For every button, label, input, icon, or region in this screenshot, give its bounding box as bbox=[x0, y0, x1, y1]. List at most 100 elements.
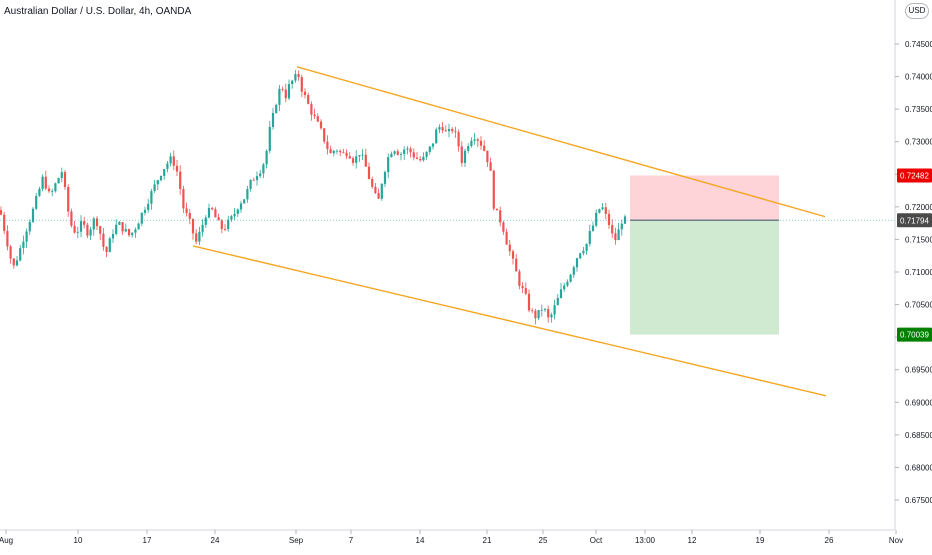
candle-down bbox=[611, 225, 614, 234]
candle-down bbox=[511, 251, 515, 259]
candle-up bbox=[198, 231, 201, 242]
candle-up bbox=[425, 151, 428, 157]
chart-title: Australian Dollar / U.S. Dollar, 4h, OAN… bbox=[4, 6, 192, 17]
candle-up bbox=[332, 150, 335, 154]
candle-up bbox=[447, 128, 451, 132]
candle-down bbox=[534, 310, 537, 319]
candle-up bbox=[159, 175, 163, 181]
candle-down bbox=[217, 217, 220, 221]
candle-down bbox=[307, 95, 310, 104]
candle-down bbox=[86, 224, 89, 236]
candle-down bbox=[489, 162, 492, 171]
y-tick-label: 0.71500 bbox=[905, 235, 932, 244]
x-tick-label: 14 bbox=[416, 536, 425, 545]
candle-up bbox=[201, 224, 204, 232]
candle-up bbox=[169, 156, 172, 164]
candle-down bbox=[211, 207, 214, 210]
candle-up bbox=[118, 222, 121, 225]
candle-up bbox=[137, 223, 140, 230]
candle-up bbox=[556, 297, 559, 306]
candle-down bbox=[316, 116, 319, 122]
candle-down bbox=[457, 132, 460, 147]
candle-down bbox=[521, 285, 524, 289]
candle-up bbox=[595, 212, 598, 226]
x-tick-label: 21 bbox=[483, 536, 492, 545]
candle-up bbox=[563, 285, 566, 290]
candle-up bbox=[275, 104, 278, 113]
candle-up bbox=[399, 154, 403, 155]
candle-up bbox=[124, 229, 127, 232]
candle-down bbox=[412, 152, 415, 158]
candle-up bbox=[361, 154, 364, 156]
candle-down bbox=[73, 225, 76, 233]
candle-down bbox=[454, 131, 457, 133]
candle-up bbox=[559, 289, 563, 298]
candle-down bbox=[479, 140, 483, 146]
candle-down bbox=[105, 246, 108, 253]
candle-down bbox=[195, 233, 198, 242]
candle-down bbox=[527, 293, 531, 311]
currency-selector[interactable]: USD bbox=[905, 3, 929, 19]
candle-down bbox=[252, 179, 255, 181]
candle-up bbox=[51, 191, 54, 192]
candle-up bbox=[438, 127, 441, 130]
x-tick-label: 17 bbox=[143, 536, 152, 545]
candle-down bbox=[47, 188, 51, 192]
target-price-label-bg bbox=[897, 327, 932, 342]
y-tick-label: 0.68000 bbox=[905, 463, 932, 472]
candle-down bbox=[63, 172, 67, 188]
candle-up bbox=[355, 156, 358, 163]
candle-down bbox=[476, 139, 479, 141]
candle-down bbox=[524, 288, 527, 294]
candle-down bbox=[505, 231, 508, 245]
candle-down bbox=[214, 209, 217, 218]
candle-up bbox=[579, 253, 582, 259]
candle-down bbox=[508, 244, 511, 252]
candle-down bbox=[495, 208, 499, 211]
candle-down bbox=[342, 152, 345, 154]
candle-up bbox=[383, 172, 387, 184]
candle-down bbox=[415, 157, 419, 159]
candle-down bbox=[182, 188, 185, 209]
candle-up bbox=[25, 231, 28, 242]
candle-down bbox=[319, 121, 323, 129]
candle-down bbox=[441, 127, 444, 131]
candle-down bbox=[345, 152, 348, 157]
x-tick-label: Nov bbox=[889, 536, 903, 545]
candle-down bbox=[303, 91, 307, 96]
candle-up bbox=[131, 232, 134, 236]
candle-up bbox=[262, 164, 265, 174]
candle-down bbox=[185, 208, 188, 213]
candle-up bbox=[271, 112, 275, 127]
candle-up bbox=[335, 150, 339, 152]
candle-down bbox=[83, 221, 86, 225]
candle-up bbox=[575, 258, 579, 268]
candle-down bbox=[419, 158, 422, 161]
candle-down bbox=[175, 165, 179, 172]
candle-up bbox=[89, 229, 92, 236]
candle-down bbox=[451, 128, 454, 132]
candle-down bbox=[313, 114, 316, 117]
x-tick-label: 7 bbox=[349, 536, 354, 545]
y-tick-label: 0.73000 bbox=[905, 138, 932, 147]
current-price-label: 0.71794 bbox=[900, 216, 929, 225]
candle-up bbox=[255, 176, 259, 181]
candle-up bbox=[601, 207, 604, 210]
candle-up bbox=[435, 129, 438, 144]
x-tick-label: 12 bbox=[688, 536, 697, 545]
y-tick-label: 0.71000 bbox=[905, 268, 932, 277]
candle-down bbox=[99, 226, 102, 234]
candle-up bbox=[22, 241, 25, 249]
candle-up bbox=[57, 178, 60, 184]
candle-up bbox=[467, 146, 470, 151]
candle-down bbox=[310, 103, 313, 115]
y-tick-label: 0.74000 bbox=[905, 73, 932, 82]
candle-up bbox=[406, 148, 409, 150]
candle-down bbox=[281, 88, 284, 90]
candle-up bbox=[598, 209, 601, 213]
candle-down bbox=[604, 207, 607, 214]
candle-up bbox=[550, 314, 553, 318]
candle-up bbox=[236, 209, 239, 214]
